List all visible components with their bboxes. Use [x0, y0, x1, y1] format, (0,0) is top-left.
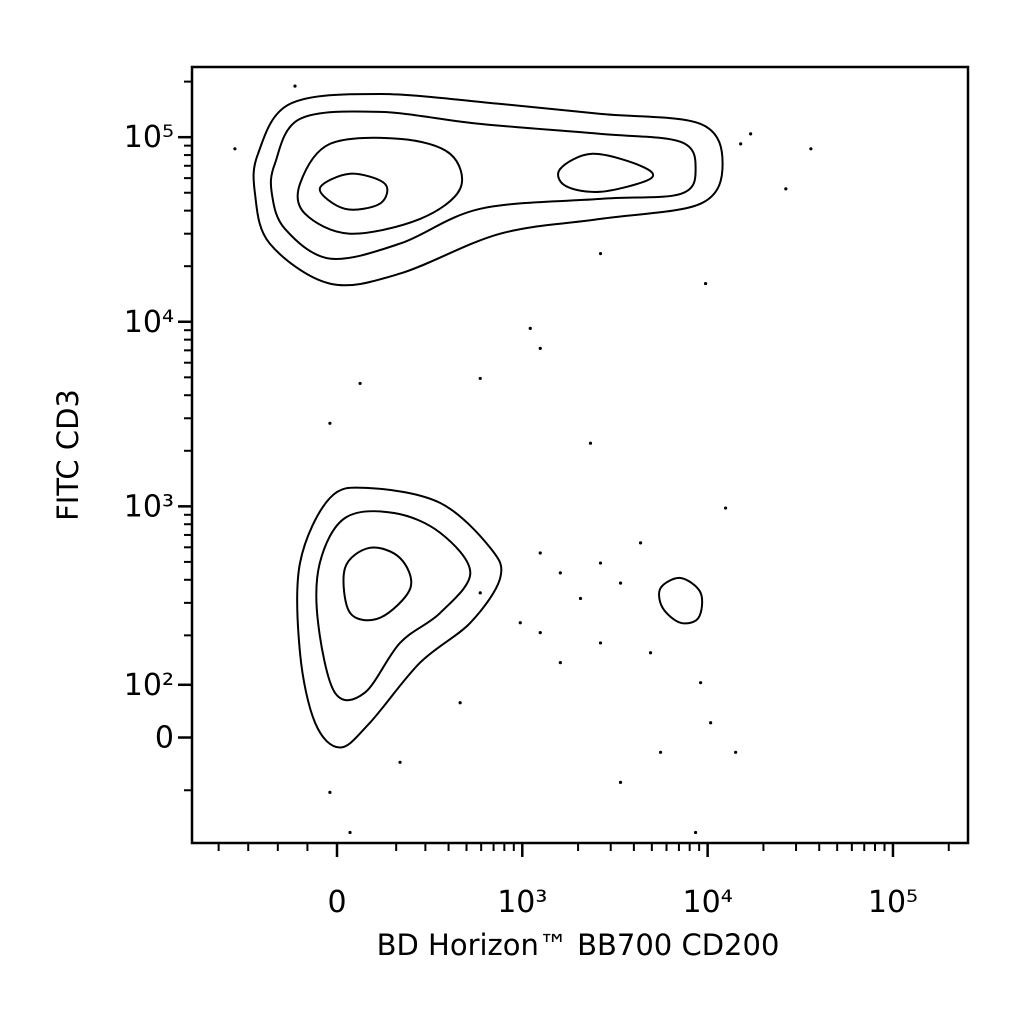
event-dot	[809, 147, 813, 151]
event-dot	[538, 346, 542, 350]
contour-line	[269, 110, 697, 260]
event-dot	[518, 621, 522, 625]
event-dot	[558, 661, 562, 665]
event-dot	[328, 790, 332, 794]
event-dot	[398, 760, 402, 764]
event-dot	[703, 281, 708, 286]
x-tick-label: 10³	[497, 885, 547, 920]
event-dot	[739, 142, 743, 146]
y-tick-label: 0	[155, 721, 174, 756]
event-dot	[638, 541, 643, 545]
contour-line	[252, 92, 724, 287]
event-dot	[598, 252, 603, 256]
contour-line	[342, 546, 413, 622]
event-dot	[558, 571, 562, 575]
event-dot	[784, 187, 788, 191]
event-dot	[723, 506, 728, 510]
x-tick-label: 10⁴	[683, 885, 733, 920]
event-dot	[478, 591, 482, 595]
event-dot	[458, 701, 462, 705]
contour-line	[296, 486, 503, 749]
event-dot	[538, 551, 542, 555]
event-dot	[749, 132, 753, 136]
event-dot	[598, 561, 603, 565]
y-axis-title: FITC CD3	[51, 389, 85, 521]
event-dot	[598, 641, 603, 645]
event-dot	[698, 681, 703, 685]
event-dot	[233, 147, 237, 151]
event-dot	[528, 326, 532, 331]
event-dot	[658, 750, 663, 754]
event-dot	[538, 631, 542, 635]
event-dot	[709, 721, 713, 725]
contour-line	[318, 172, 389, 211]
event-dot	[293, 84, 297, 88]
event-dot	[618, 780, 623, 784]
event-dot	[734, 750, 738, 754]
event-dot	[578, 596, 583, 601]
event-dot	[648, 651, 653, 655]
x-tick-label: 10⁵	[868, 885, 918, 920]
event-dot	[478, 376, 482, 381]
y-tick-label: 10³	[124, 489, 174, 524]
plot-frame	[190, 65, 970, 845]
event-dot	[618, 581, 623, 585]
event-dot	[588, 441, 593, 445]
x-tick-label: 0	[327, 885, 346, 920]
x-axis-title: BD Horizon™ BB700 CD200	[377, 928, 780, 962]
contour-line	[315, 510, 472, 702]
event-dot	[358, 381, 362, 386]
event-dot	[328, 421, 332, 425]
event-dot	[693, 830, 698, 835]
contour-line	[658, 576, 704, 625]
y-tick-label: 10²	[124, 668, 174, 703]
contour-line	[557, 152, 655, 194]
y-tick-label: 10⁴	[124, 305, 174, 340]
contour-line	[296, 136, 464, 235]
y-tick-label: 10⁵	[124, 120, 174, 155]
event-dot	[348, 830, 352, 835]
